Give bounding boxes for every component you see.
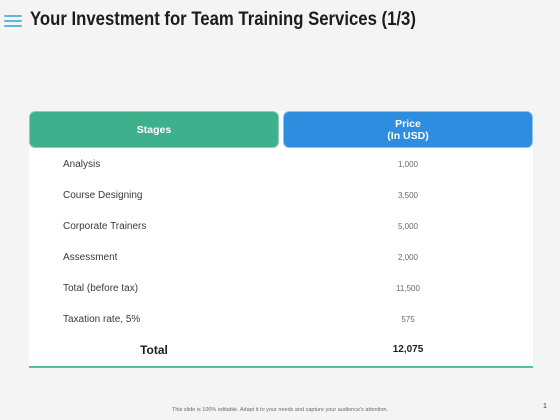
stage-cell: Taxation rate, 5%	[63, 314, 141, 325]
pricing-table: Stages Price (In USD) Analysis 1,000 Cou…	[29, 111, 533, 368]
total-label: Total	[140, 343, 168, 357]
page-number: 1	[543, 403, 547, 410]
table-row: Taxation rate, 5% 575	[29, 304, 533, 335]
price-header-label-line1: Price	[395, 117, 421, 130]
slide-title: Your Investment for Team Training Servic…	[30, 9, 416, 30]
stage-cell: Course Designing	[63, 190, 143, 201]
table-row: Corporate Trainers 5,000	[29, 211, 533, 242]
table-row: Total (before tax) 11,500	[29, 273, 533, 304]
price-cell: 2,000	[397, 253, 419, 262]
stage-cell: Total (before tax)	[63, 283, 139, 294]
stage-cell: Assessment	[63, 252, 118, 263]
stages-header-label: Stages	[136, 123, 172, 136]
price-cell: 575	[401, 315, 415, 324]
table-row: Course Designing 3,500	[29, 180, 533, 211]
footer-note: This slide is 100% editable. Adapt it to…	[172, 407, 388, 413]
table-row: Assessment 2,000	[29, 242, 533, 273]
price-cell: 11,500	[396, 284, 420, 293]
table-row: Analysis 1,000	[29, 149, 533, 180]
table-bottom-divider	[29, 366, 533, 368]
total-value: 12,075	[392, 344, 424, 355]
price-header-label-line2: (In USD)	[387, 129, 429, 142]
stage-cell: Corporate Trainers	[63, 221, 147, 232]
stage-cell: Analysis	[63, 159, 101, 170]
total-row: Total 12,075	[29, 335, 533, 365]
menu-lines-icon	[4, 15, 22, 30]
stages-header: Stages	[29, 111, 279, 148]
price-cell: 5,000	[397, 222, 419, 231]
price-cell: 3,500	[397, 191, 419, 200]
price-header: Price (In USD)	[283, 111, 533, 148]
price-cell: 1,000	[397, 160, 419, 169]
